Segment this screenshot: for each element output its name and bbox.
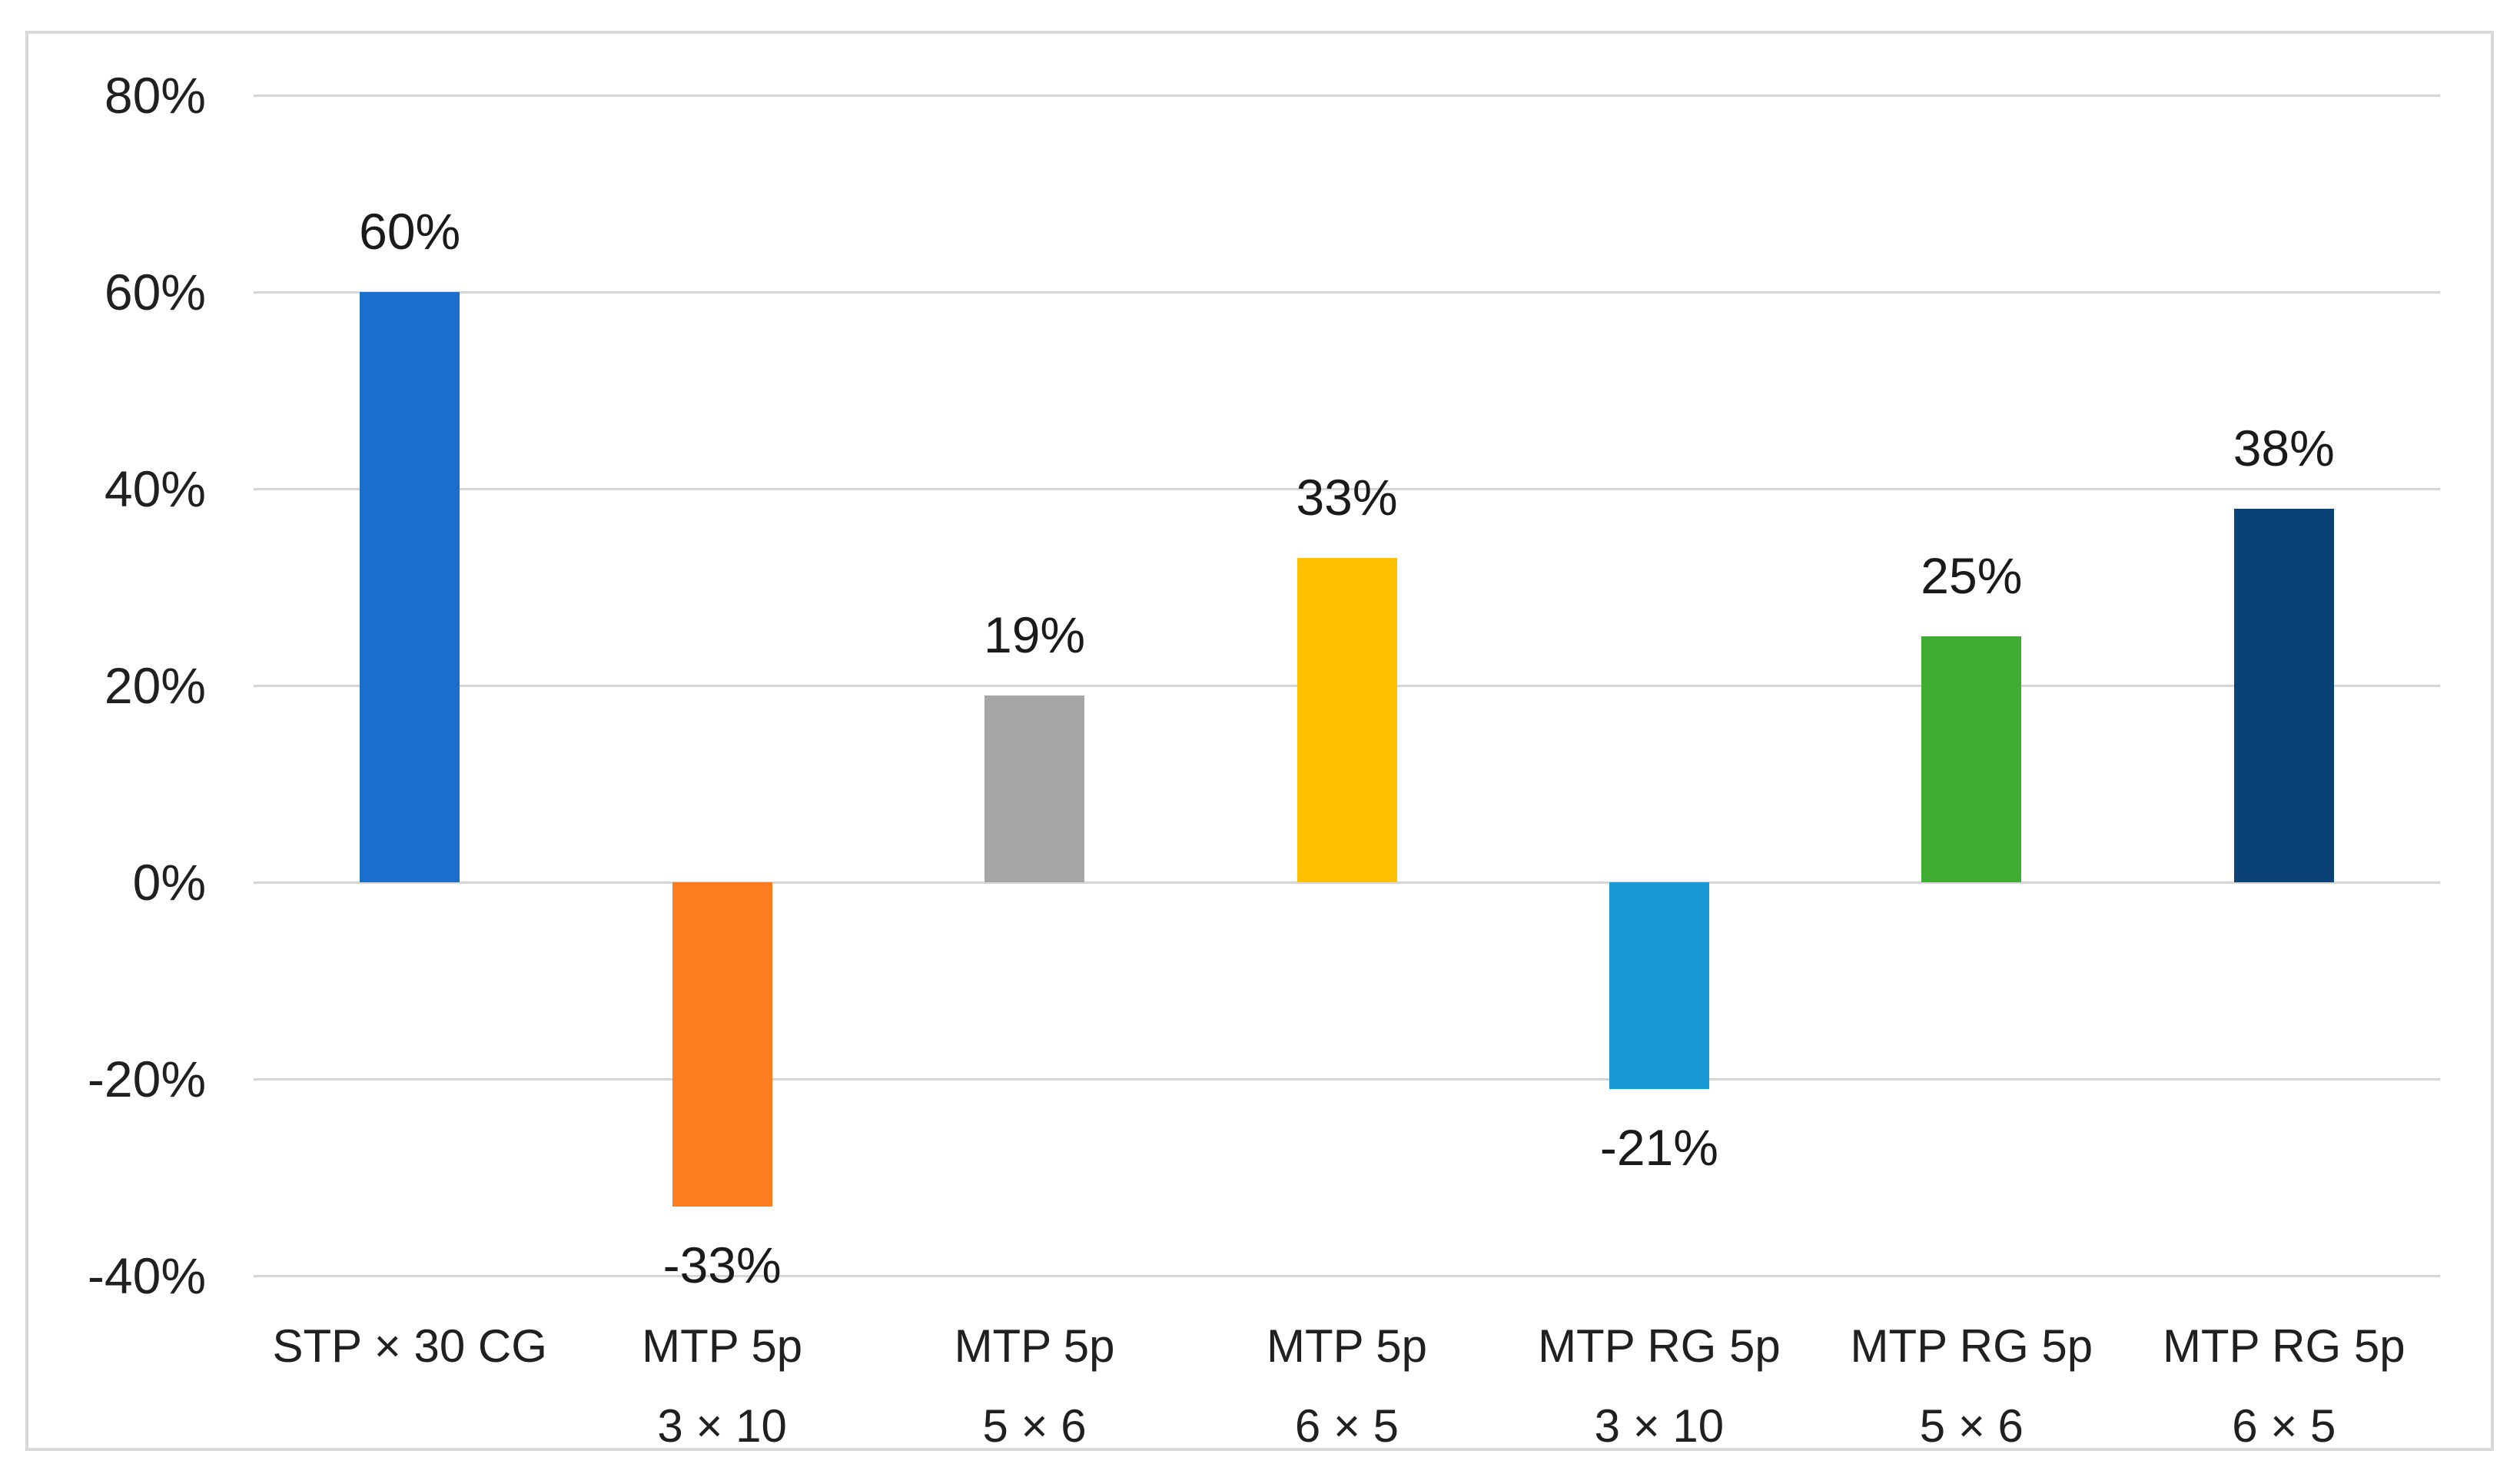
y-axis-tick-label: 20% xyxy=(104,657,206,714)
x-axis-category-label: MTP RG 5p 6 × 5 xyxy=(2128,1306,2440,1466)
x-axis-category-label-line: 3 × 10 xyxy=(657,1400,787,1452)
x-axis-category-label-line: 5 × 6 xyxy=(982,1400,1087,1452)
bar-value-label: 19% xyxy=(984,606,1086,663)
gridline xyxy=(254,1274,2440,1277)
x-axis-category-label-line: MTP 5p xyxy=(954,1320,1115,1372)
y-axis-tick-label: -40% xyxy=(87,1247,206,1304)
y-axis-tick-label: 60% xyxy=(104,264,206,320)
bar-value-label: 25% xyxy=(1921,547,2023,604)
x-axis-category-label-line: 3 × 10 xyxy=(1594,1400,1725,1452)
y-axis-tick-label: 0% xyxy=(132,854,206,911)
x-axis-category-label: MTP RG 5p 3 × 10 xyxy=(1503,1306,1815,1466)
bar-value-label: 38% xyxy=(2233,419,2335,476)
x-axis-category-label: MTP RG 5p 5 × 6 xyxy=(1815,1306,2127,1466)
bar xyxy=(2233,508,2334,882)
x-axis-category-label-line: 6 × 5 xyxy=(1294,1400,1399,1452)
bar xyxy=(984,695,1085,882)
gridline xyxy=(254,881,2440,884)
y-axis-tick-label: 40% xyxy=(104,460,206,517)
bar xyxy=(1297,557,1397,882)
gridline xyxy=(254,290,2440,294)
gridline xyxy=(254,487,2440,490)
bar-value-label: -33% xyxy=(662,1237,782,1294)
bar xyxy=(360,292,460,882)
gridline xyxy=(254,94,2440,97)
bar xyxy=(672,882,772,1207)
bar-value-label: 60% xyxy=(359,203,461,260)
x-axis-category-label: MTP 5p 6 × 5 xyxy=(1190,1306,1502,1466)
x-axis-category-label: STP × 30 CG xyxy=(254,1306,566,1386)
bar-value-label: 33% xyxy=(1296,468,1398,526)
x-axis-category-label-line: MTP RG 5p xyxy=(2162,1320,2405,1372)
x-axis-category-label-line: MTP 5p xyxy=(642,1320,803,1372)
x-axis-category-label-line: MTP 5p xyxy=(1267,1320,1427,1372)
x-axis-category-label: MTP 5p 5 × 6 xyxy=(878,1306,1190,1466)
bar-value-label: -21% xyxy=(1599,1118,1718,1176)
x-axis-category-label-line: MTP RG 5p xyxy=(1538,1320,1781,1372)
x-axis-category-label-line: 5 × 6 xyxy=(1919,1400,2024,1452)
x-axis-category-label: MTP 5p 3 × 10 xyxy=(566,1306,878,1466)
y-axis-tick-label: -20% xyxy=(87,1051,206,1107)
x-axis-category-label-line: MTP RG 5p xyxy=(1850,1320,2093,1372)
bar xyxy=(1609,882,1709,1089)
x-axis-category-label-line: STP × 30 CG xyxy=(272,1320,547,1372)
bar xyxy=(1921,636,2022,882)
x-axis-category-label-line: 6 × 5 xyxy=(2232,1400,2336,1452)
gridline xyxy=(254,1077,2440,1081)
y-axis-tick-label: 80% xyxy=(104,67,206,124)
